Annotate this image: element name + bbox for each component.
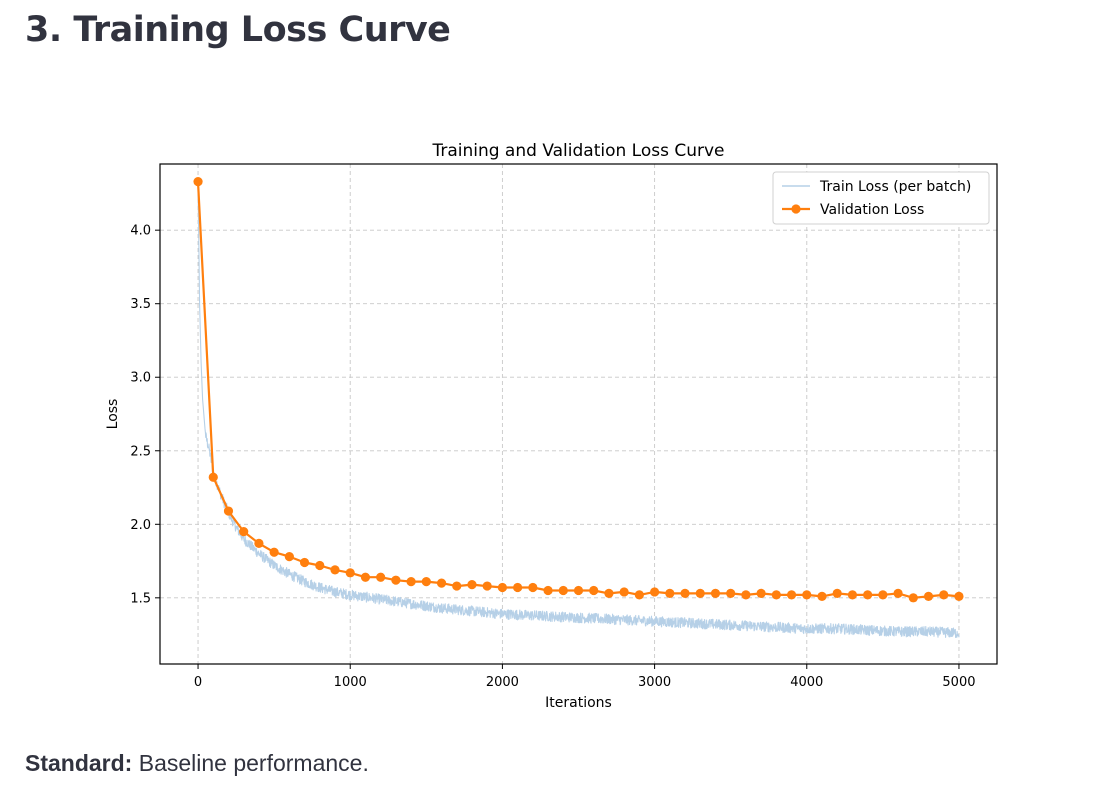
y-axis-label: Loss: [105, 399, 121, 430]
validation-loss-point: [421, 577, 431, 587]
x-tick-label: 0: [194, 675, 202, 690]
validation-loss-point: [832, 588, 842, 599]
validation-loss-point: [360, 572, 371, 582]
y-tick-label: 3.5: [130, 297, 151, 312]
validation-loss-point: [391, 575, 401, 585]
validation-loss-point: [482, 581, 492, 591]
x-axis-label: Iterations: [545, 695, 612, 711]
validation-loss-point: [695, 588, 705, 599]
validation-loss-point: [299, 557, 310, 568]
validation-loss-point: [436, 578, 447, 588]
validation-loss-point: [802, 590, 812, 600]
validation-loss-point: [863, 590, 873, 600]
validation-loss-point: [939, 590, 949, 600]
validation-loss-point: [452, 581, 462, 591]
validation-loss-point: [376, 572, 386, 582]
train-loss-line: [197, 186, 960, 639]
x-tick-label: 5000: [942, 675, 975, 690]
plot-frame: [159, 163, 998, 665]
loss-chart: 0 1000 2000 3000 4000 5000 1.5 2.0 2.5 3.0 3.5 4.0 T…: [105, 141, 998, 711]
legend-box: [772, 171, 990, 225]
validation-loss-point: [513, 582, 523, 593]
x-tick-label: 3000: [638, 675, 671, 690]
validation-loss-point: [345, 568, 355, 578]
validation-loss-point: [634, 590, 644, 600]
validation-loss-point: [223, 506, 234, 516]
validation-loss-point: [893, 588, 903, 599]
validation-loss-point: [710, 588, 721, 599]
validation-loss-point: [847, 590, 858, 600]
validation-loss-point: [497, 582, 508, 593]
y-tick-label: 4.0: [130, 224, 151, 239]
validation-loss-point: [406, 577, 416, 587]
x-tick-label: 2000: [486, 675, 519, 690]
validation-loss-point: [239, 527, 249, 537]
validation-loss-point: [315, 560, 325, 571]
legend-train-label: Train Loss (per batch): [819, 179, 971, 195]
validation-loss-point: [756, 588, 766, 599]
caption: Standard: Baseline performance.: [25, 750, 369, 777]
x-tick-label: 4000: [790, 675, 823, 690]
validation-loss-point: [330, 565, 340, 575]
validation-loss-point: [573, 585, 584, 596]
section-heading: 3. Training Loss Curve: [25, 10, 451, 50]
validation-loss-point: [543, 585, 553, 596]
validation-loss-point: [726, 588, 736, 599]
caption-label: Standard:: [25, 750, 133, 776]
y-tick-label: 3.0: [130, 371, 151, 386]
validation-loss-point: [741, 590, 751, 600]
validation-loss-point: [649, 587, 660, 597]
validation-loss-point: [817, 591, 827, 601]
validation-loss-point: [878, 590, 888, 600]
validation-loss-point: [908, 593, 918, 603]
chart-title: Training and Validation Loss Curve: [431, 141, 724, 161]
validation-loss-point: [954, 591, 964, 601]
validation-loss-point: [269, 547, 279, 557]
validation-loss-point: [786, 590, 797, 600]
validation-loss-point: [619, 587, 629, 597]
validation-loss-point: [254, 538, 264, 549]
validation-loss-point: [589, 585, 599, 596]
validation-loss-point: [665, 588, 675, 599]
validation-loss-point: [284, 552, 294, 562]
validation-loss-point: [467, 579, 477, 590]
legend-validation-label: Validation Loss: [820, 202, 924, 218]
validation-loss-point: [558, 585, 568, 596]
x-tick-label: 1000: [334, 675, 367, 690]
validation-loss-point: [923, 591, 934, 601]
validation-loss-point: [528, 582, 538, 593]
loss-chart-figure: 0 1000 2000 3000 4000 5000 1.5 2.0 2.5 3.0 3.5 4.0 T…: [100, 120, 1000, 720]
y-tick-label: 2.0: [130, 518, 151, 533]
legend-validation-marker: [791, 204, 801, 214]
caption-text: Baseline performance.: [132, 750, 369, 776]
validation-loss-point: [208, 472, 218, 482]
validation-loss-point: [604, 588, 614, 599]
y-tick-label: 2.5: [130, 444, 151, 459]
validation-loss-point: [680, 588, 690, 599]
validation-loss-point: [771, 590, 781, 600]
y-tick-label: 1.5: [130, 591, 151, 606]
validation-loss-point: [193, 177, 203, 187]
